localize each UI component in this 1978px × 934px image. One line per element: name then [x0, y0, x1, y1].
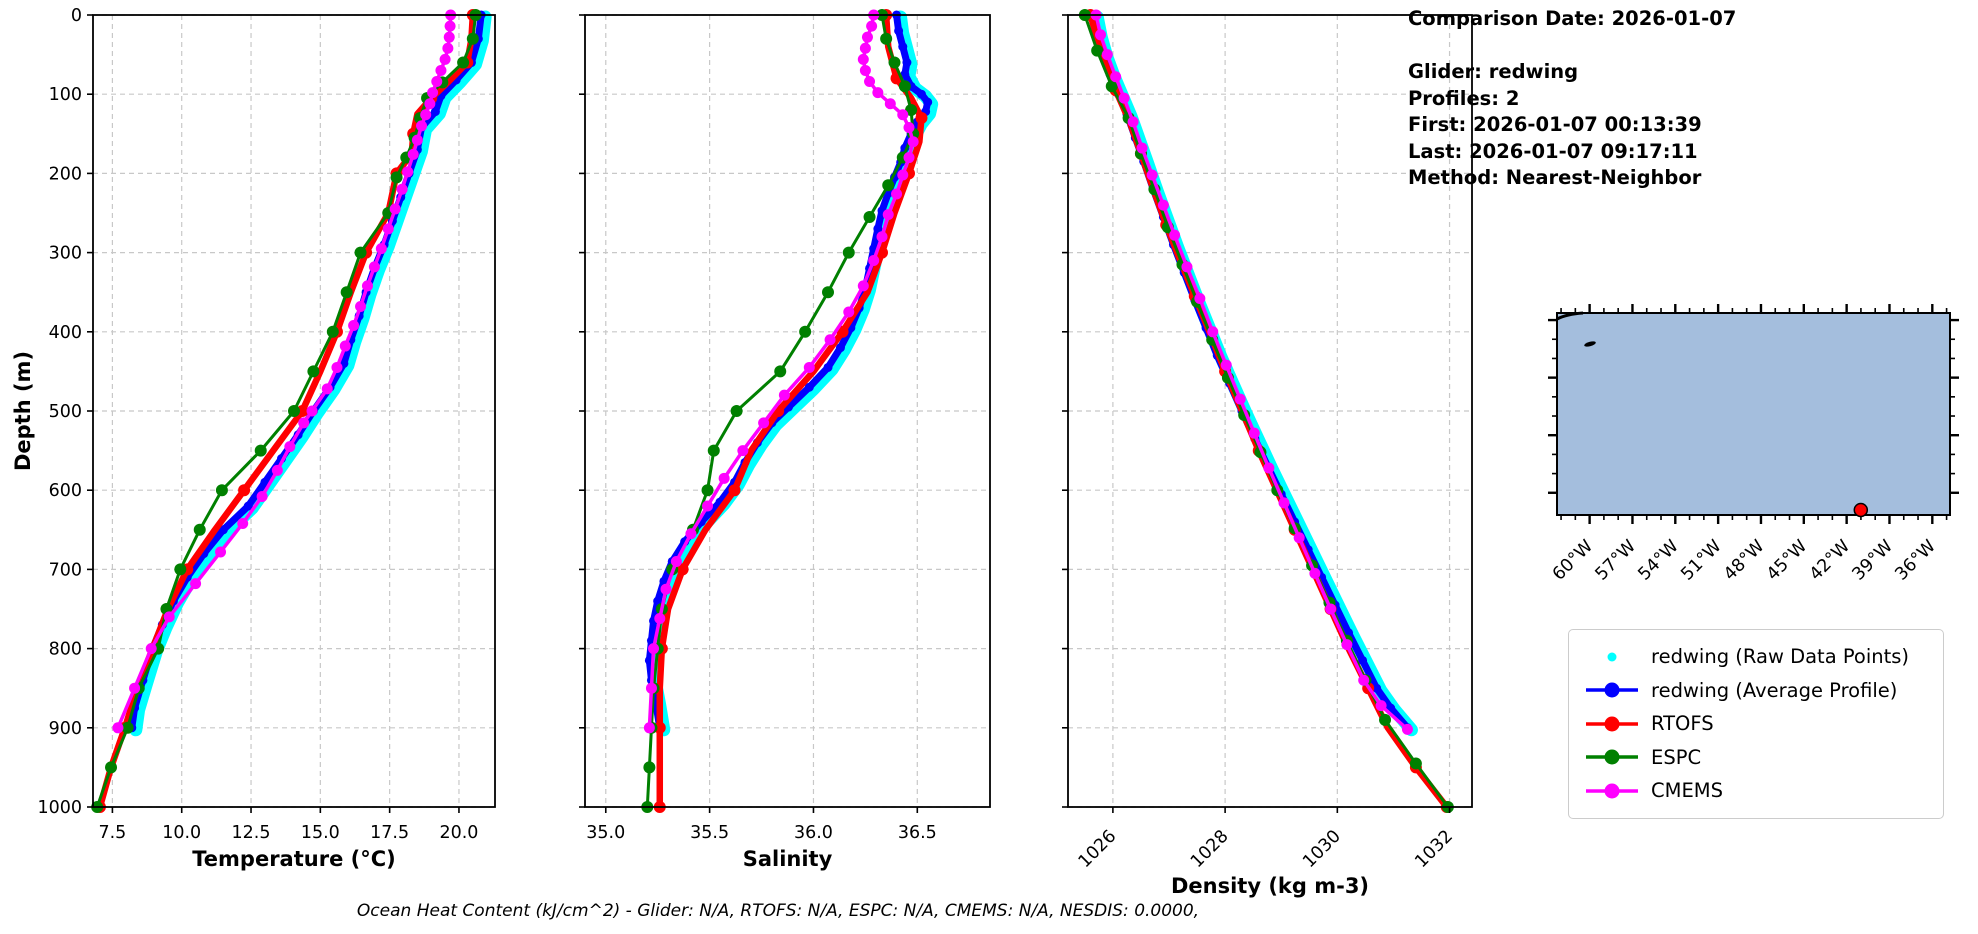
map-lon-label: 51°W — [1677, 536, 1725, 580]
plot-areas: 7.5 10.0 12.5 15.0 17.5 20.0 0 100 200 300 400 500 6… — [37, 6, 1473, 898]
legend-item: CMEMS — [1583, 774, 1929, 808]
x-axis-title: Density (kg m-3) — [1171, 874, 1369, 898]
info-line: First: 2026-01-07 00:13:39 — [1408, 113, 1702, 136]
series-raw-data-points — [1090, 10, 1418, 737]
raw-points-swatch-icon — [1607, 652, 1617, 662]
x-tick-label: 35.0 — [586, 823, 625, 843]
map-lon-label: 36°W — [1892, 536, 1940, 580]
map-islet — [1584, 341, 1596, 347]
location-map: 60°W57°W54°W51°W48°W45°W42°W39°W36°W45°N… — [1548, 304, 1959, 580]
series-cmems — [1090, 9, 1413, 735]
legend-item: RTOFS — [1583, 707, 1929, 741]
series-rtofs — [653, 9, 928, 813]
y-tick-label: 100 — [49, 85, 82, 105]
info-line: Profiles: 2 — [1408, 86, 1520, 110]
map-lon-label: 57°W — [1592, 536, 1640, 580]
info-panel: Comparison Date: 2026-01-07 Glider: redw… — [1408, 6, 1968, 192]
info-line: Last: 2026-01-07 09:17:11 — [1408, 139, 1698, 163]
series-raw-data-points — [129, 10, 492, 737]
y-tick-label: 500 — [49, 402, 82, 422]
temperature-plot: 7.5 10.0 12.5 15.0 17.5 20.0 0 100 200 300 400 500 6… — [37, 6, 496, 871]
y-tick-label: 900 — [49, 719, 82, 739]
x-tick-label: 1030 — [1299, 826, 1345, 872]
y-tick-label: 1000 — [37, 798, 82, 818]
legend-label: CMEMS — [1651, 779, 1723, 803]
y-axis-title: Depth (m) — [11, 351, 35, 471]
x-tick-label: 17.5 — [370, 823, 409, 843]
map-lon-label: 45°W — [1763, 536, 1811, 580]
x-tick-label: 36.5 — [898, 823, 937, 843]
x-axis-title: Salinity — [743, 847, 833, 871]
x-tick-label: 36.0 — [794, 823, 833, 843]
profile-plots: Depth (m) 7.5 10.0 12.5 15.0 17.5 20.0 0 100 200… — [11, 6, 1473, 921]
x-tick-label: 15.0 — [301, 823, 340, 843]
line-swatch-icon — [1586, 783, 1638, 799]
legend-item: redwing (Raw Data Points) — [1583, 640, 1929, 674]
legend-label: redwing (Raw Data Points) — [1651, 645, 1910, 669]
y-tick-label: 200 — [49, 164, 82, 184]
y-tick-label: 300 — [49, 244, 82, 264]
map-coastline — [1556, 311, 1584, 321]
series-raw-data-points — [646, 10, 939, 737]
line-swatch-icon — [1586, 682, 1638, 698]
legend-label: redwing (Average Profile) — [1651, 678, 1898, 702]
series-redwing-average-profile- — [127, 10, 486, 733]
line-swatch-icon — [1586, 716, 1638, 732]
series-cmems — [112, 9, 457, 734]
x-tick-label: 1026 — [1075, 826, 1121, 872]
map-lon-label: 60°W — [1549, 536, 1597, 580]
map-lon-label: 48°W — [1720, 536, 1768, 580]
x-tick-label: 1028 — [1187, 826, 1233, 872]
y-tick-label: 700 — [49, 560, 82, 580]
x-tick-label: 1032 — [1411, 826, 1457, 872]
info-line: Comparison Date: 2026-01-07 — [1408, 7, 1737, 30]
info-line — [1408, 33, 1968, 60]
x-axis-title: Temperature (°C) — [192, 847, 395, 871]
y-tick-label: 600 — [49, 481, 82, 501]
series-redwing-average-profile- — [644, 10, 933, 733]
legend-item: redwing (Average Profile) — [1583, 674, 1929, 708]
line-swatch-icon — [1586, 749, 1638, 765]
legend-label: ESPC — [1651, 745, 1702, 769]
x-tick-label: 12.5 — [232, 823, 271, 843]
salinity-plot: 35.0 35.5 36.0 36.5 Salinity — [579, 9, 991, 871]
legend-label: RTOFS — [1651, 712, 1714, 736]
legend-item: ESPC — [1583, 741, 1929, 775]
ocean-heat-caption: Ocean Heat Content (kJ/cm^2) - Glider: N… — [357, 901, 1199, 921]
x-tick-label: 7.5 — [98, 823, 126, 843]
map-lon-label: 54°W — [1635, 536, 1683, 580]
glider-location-marker — [1853, 502, 1869, 518]
map-axes: 60°W57°W54°W51°W48°W45°W42°W39°W36°W45°N… — [1548, 304, 1959, 580]
y-tick-label: 400 — [49, 323, 82, 343]
info-line: Method: Nearest-Neighbor — [1408, 166, 1702, 189]
info-line: Glider: redwing — [1408, 60, 1579, 83]
x-tick-label: 10.0 — [162, 823, 201, 843]
map-lon-label: 39°W — [1849, 536, 1897, 580]
map-lon-label: 42°W — [1806, 536, 1854, 580]
y-tick-label: 0 — [71, 6, 82, 26]
series-cmems — [643, 9, 919, 734]
x-tick-label: 35.5 — [690, 823, 729, 843]
legend: redwing (Raw Data Points) redwing (Averag… — [1568, 629, 1944, 819]
y-tick-label: 800 — [49, 640, 82, 660]
x-tick-label: 20.0 — [439, 823, 478, 843]
